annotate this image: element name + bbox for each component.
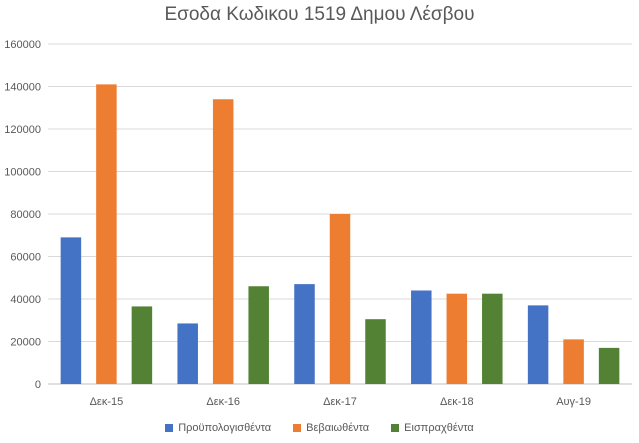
bar-1-4 (563, 339, 584, 384)
y-tick-label: 0 (35, 379, 41, 391)
chart-title: Εσοδα Κωδικου 1519 Δημου Λέσβου (164, 4, 475, 25)
y-tick-label: 140000 (4, 82, 41, 94)
bar-0-3 (411, 290, 432, 384)
legend-swatch-0 (165, 424, 174, 432)
x-tick-label: Δεκ-17 (323, 396, 357, 408)
bar-0-1 (177, 323, 198, 384)
bar-0-0 (60, 237, 82, 384)
legend-item-2: Εισπραχθέντα (391, 422, 474, 434)
bar-1-0 (96, 84, 117, 384)
x-tick-label: Δεκ-16 (206, 396, 240, 408)
bar-2-2 (365, 319, 386, 384)
bar-2-4 (598, 347, 620, 384)
bar-2-0 (131, 306, 153, 384)
legend-item-1: Βεβαιωθέντα (293, 422, 369, 434)
bar-2-3 (482, 293, 503, 384)
y-tick-label: 60000 (10, 252, 41, 264)
bar-0-2 (294, 284, 315, 384)
legend-label-0: Προϋπολογισθέντα (178, 422, 272, 434)
legend: Προϋπολογισθέντα Βεβαιωθέντα Εισπραχθέντ… (0, 422, 639, 434)
x-tick-label: Δεκ-18 (440, 396, 474, 408)
bar-1-3 (446, 293, 468, 384)
y-tick-label: 120000 (4, 124, 41, 136)
y-tick-label: 40000 (10, 294, 41, 306)
bar-1-1 (212, 99, 234, 384)
x-tick-label: Αυγ-19 (556, 396, 591, 408)
legend-swatch-1 (293, 424, 302, 432)
legend-label-2: Εισπραχθέντα (404, 422, 474, 434)
y-tick-label: 160000 (4, 39, 41, 51)
y-tick-label: 80000 (10, 209, 41, 221)
x-tick-label: Δεκ-15 (90, 396, 124, 408)
y-tick-label: 20000 (10, 337, 41, 349)
legend-item-0: Προϋπολογισθέντα (165, 422, 271, 434)
bar-0-4 (527, 305, 549, 384)
bar-2-1 (248, 286, 269, 384)
y-tick-label: 100000 (4, 167, 41, 179)
bar-1-2 (329, 214, 351, 384)
legend-label-1: Βεβαιωθέντα (306, 422, 370, 434)
legend-swatch-2 (391, 424, 400, 432)
